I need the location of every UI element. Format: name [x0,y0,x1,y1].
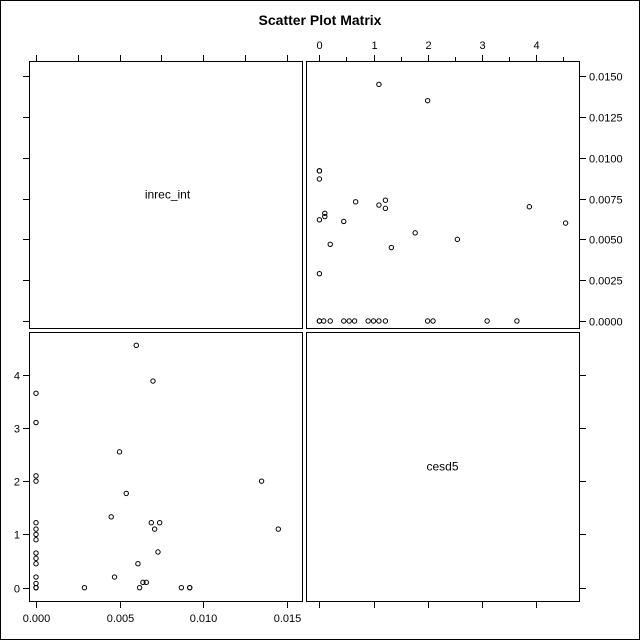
top-axis-tick-label: 1 [371,40,377,52]
scatter-point-bottom-left [123,490,129,497]
scatter-point-top-right [376,318,382,324]
scatter-point-bottom-left [148,519,154,526]
scatter-point-top-right [376,81,382,88]
scatter-point-bottom-left [135,561,141,567]
bottom-axis-tick-label: 0.005 [107,613,135,625]
scatter-point-top-right [316,176,323,182]
scatter-point-top-right [424,97,431,104]
scatter-point-bottom-left [156,519,163,526]
right-axis-tick-label: 0.0100 [589,154,623,166]
right-axis-tick-label: 0.0000 [589,317,623,329]
scatter-point-top-right [382,318,389,324]
scatter-point-bottom-left [33,561,39,567]
right-axis-tick-label: 0.0125 [589,113,623,125]
scatter-point-top-right [370,318,377,324]
scatter-point-top-right [412,230,418,236]
scatter-point-bottom-left [33,550,39,556]
scatter-point-bottom-left [178,584,185,591]
scatter-point-top-right [351,318,358,324]
scatter-point-top-right [327,241,333,247]
scatter-point-bottom-left [275,526,281,532]
scatter-point-bottom-left [33,555,39,562]
scatter-point-top-right [382,205,389,212]
top-axis-tick-label: 4 [533,40,539,52]
bottom-axis-tick-label: 0.015 [274,613,302,625]
scatter-point-top-right [454,236,461,243]
scatter-point-top-right [322,210,328,216]
scatter-point-top-right [322,213,328,220]
scatter-point-top-right [341,218,347,225]
scatter-point-top-right [376,202,382,208]
panel-diag-cesd5 [306,332,580,602]
bottom-axis-tick-label: 0.010 [190,613,218,625]
panel-scatter-bottom-left [29,332,303,602]
scatter-point-top-right [562,220,569,226]
scatter-point-bottom-left [33,519,39,526]
matrix-panels: inrec_int cesd5 [29,61,580,602]
scatter-point-bottom-left [33,531,39,538]
right-axis-tick-label: 0.0025 [589,276,623,288]
scatter-point-top-right [346,318,352,324]
left-axis-tick-label: 3 [14,424,20,436]
scatter-point-top-right [316,168,323,174]
scatter-point-bottom-left [258,478,265,484]
scatter-point-bottom-left [108,514,114,520]
scatter-point-top-right [526,204,533,210]
bottom-axis-tick-label: 0.000 [23,613,51,625]
scatter-point-bottom-left [155,549,161,555]
scatter-point-bottom-left [151,526,158,532]
scatter-point-bottom-left [33,478,39,484]
left-axis-tick-label: 0 [14,584,20,596]
scatter-point-top-right [321,318,327,324]
panel-scatter-top-right [306,61,580,329]
scatter-point-bottom-left [116,449,123,455]
right-axis-tick-label: 0.0075 [589,195,623,207]
scatter-point-top-right [365,318,371,324]
scatter-point-top-right [514,318,520,324]
scatter-point-bottom-left [81,584,88,591]
diag-label-cesd5: cesd5 [426,460,458,474]
scatter-point-bottom-left [33,574,39,580]
scatter-point-top-right [316,270,323,277]
scatter-point-bottom-left [33,537,39,543]
top-axis-tick-label: 2 [425,40,431,52]
scatter-point-top-right [316,217,323,223]
scatter-point-bottom-left [133,342,139,349]
scatter-point-bottom-left [140,579,146,586]
scatter-point-bottom-left [33,580,39,587]
scatter-point-top-right [382,197,389,203]
scatter-point-bottom-left [33,390,39,396]
top-axis-tick-label: 0 [316,40,322,52]
scatter-point-top-right [341,318,347,324]
scatter-point-bottom-left [143,579,149,586]
scatter-point-top-right [327,318,333,324]
scatter-point-bottom-left [111,574,118,580]
diag-label-inrec-int: inrec_int [145,188,191,202]
right-axis-tick-label: 0.0150 [589,72,623,84]
left-axis-tick-label: 4 [14,371,20,383]
left-axis-tick-label: 1 [14,530,20,542]
scatter-point-top-right [388,244,395,251]
panel-diag-inrec-int [29,61,303,329]
right-axis-tick-label: 0.0050 [589,235,623,247]
scatter-point-top-right [430,318,436,324]
scatter-point-top-right [352,199,359,205]
scatter-point-bottom-left [33,419,39,426]
scatter-point-bottom-left [33,473,39,479]
scatter-point-top-right [484,318,490,324]
scatter-point-bottom-left [136,584,143,591]
scatter-point-bottom-left [187,584,193,591]
top-axis-tick-label: 3 [479,40,485,52]
left-axis-tick-label: 2 [14,477,20,489]
chart-title: Scatter Plot Matrix [259,12,382,28]
scatter-point-bottom-left [150,378,156,384]
matrix-axes: 0.000 0.005 0.010 0.0150 1 2 3 4012340.00000.00… [14,40,623,625]
scatter-point-bottom-left [33,526,39,532]
matrix-points [33,81,569,591]
scatter-point-top-right [424,318,431,324]
